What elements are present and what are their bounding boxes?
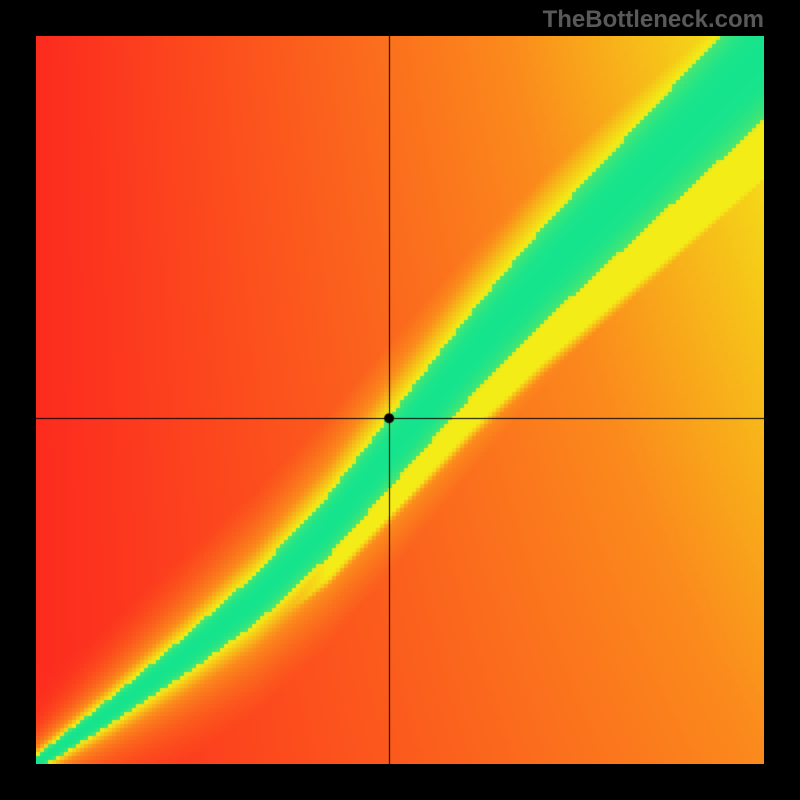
bottleneck-heatmap xyxy=(36,36,764,764)
watermark-text: TheBottleneck.com xyxy=(543,6,764,34)
chart-stage: TheBottleneck.com xyxy=(0,0,800,800)
